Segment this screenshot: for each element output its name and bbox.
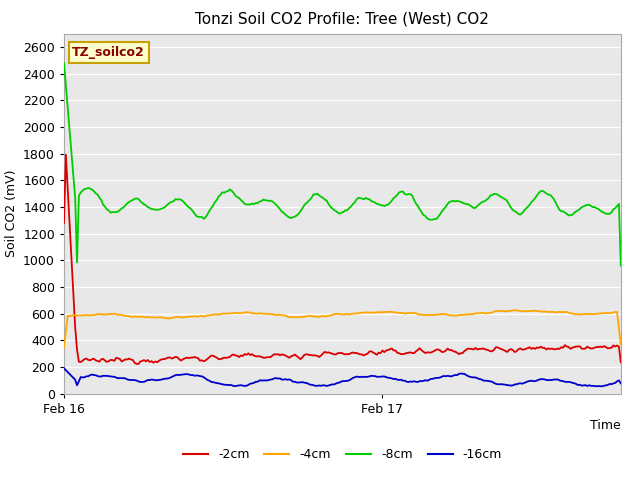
Title: Tonzi Soil CO2 Profile: Tree (West) CO2: Tonzi Soil CO2 Profile: Tree (West) CO2 xyxy=(195,12,490,27)
Legend: -2cm, -4cm, -8cm, -16cm: -2cm, -4cm, -8cm, -16cm xyxy=(178,443,507,466)
Y-axis label: Soil CO2 (mV): Soil CO2 (mV) xyxy=(4,170,17,257)
Text: TZ_soilco2: TZ_soilco2 xyxy=(72,46,145,59)
Text: Time: Time xyxy=(590,419,621,432)
